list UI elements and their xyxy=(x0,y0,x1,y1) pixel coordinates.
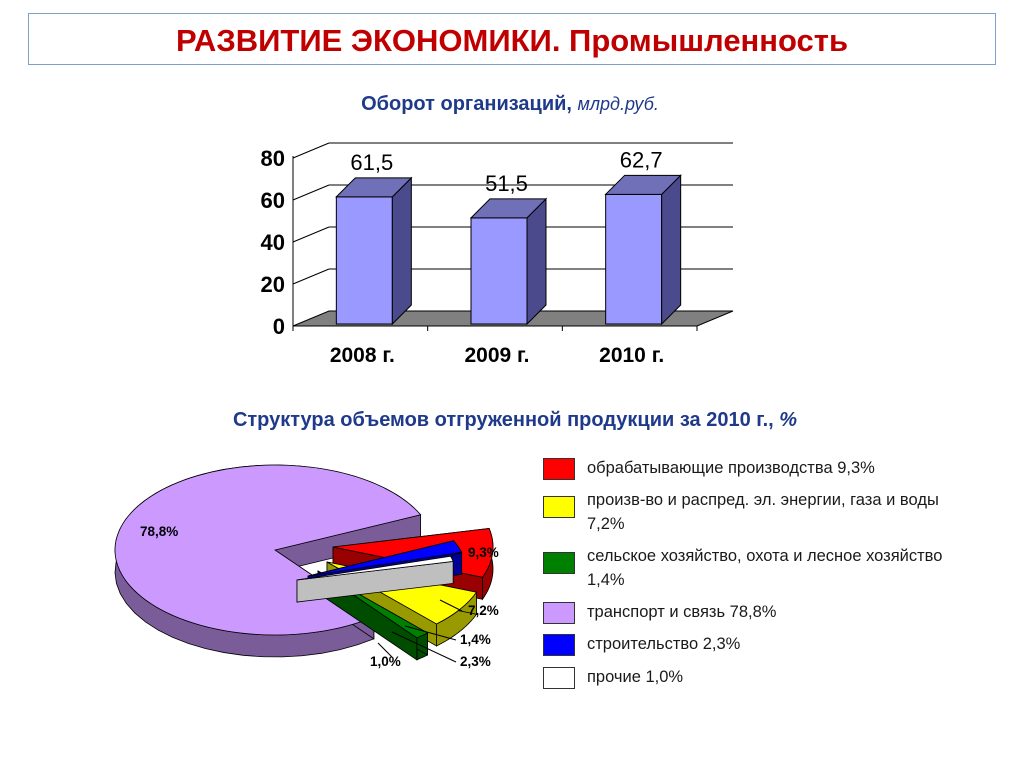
page-title: РАЗВИТИЕ ЭКОНОМИКИ. Промышленность xyxy=(175,23,849,58)
title-box: РАЗВИТИЕ ЭКОНОМИКИ. Промышленность xyxy=(28,13,996,65)
leader-line xyxy=(391,631,457,663)
data-label: 51,5 xyxy=(485,171,528,196)
slice-label: 1,4% xyxy=(460,632,491,647)
bar-chart-title: Оборот организаций, млрд.руб. xyxy=(240,93,780,116)
slice-label: 7,2% xyxy=(468,603,499,618)
legend-swatch-green xyxy=(543,552,575,574)
data-label: 62,7 xyxy=(620,147,663,172)
bar xyxy=(605,193,663,325)
gridline-diagonal xyxy=(292,226,330,243)
gridline-diagonal xyxy=(292,184,330,201)
bar-top xyxy=(469,198,548,219)
pie-slice-top xyxy=(114,464,422,636)
legend-label: транспорт и связь 78,8% xyxy=(587,603,777,621)
leader-line xyxy=(404,625,457,641)
legend-label: строительство 2,3% xyxy=(587,635,741,653)
pie-chart-title: Структура объемов отгруженной продукции … xyxy=(100,409,930,432)
leader-line xyxy=(451,551,463,557)
legend-swatch-violet xyxy=(543,602,575,624)
gridline-diagonal xyxy=(292,142,330,159)
legend-swatch-blue xyxy=(543,634,575,656)
x-tick-label: 2009 г. xyxy=(464,344,529,367)
y-tick-label: 40 xyxy=(261,230,285,255)
x-tick-label: 2008 г. xyxy=(330,344,395,367)
slice-label: 9,3% xyxy=(468,545,499,560)
legend-label: произв-во и распред. эл. энергии, газа и… xyxy=(587,491,939,533)
gridline-diagonal xyxy=(292,268,330,285)
y-tick-label: 80 xyxy=(261,146,285,171)
pie-chart-title-text: Структура объемов отгруженной продукции … xyxy=(232,409,774,431)
legend-swatch-white xyxy=(543,667,575,689)
y-tick-label: 20 xyxy=(261,272,285,297)
slice-label: 1,0% xyxy=(370,654,401,669)
bar-top xyxy=(604,174,682,195)
y-tick-label: 0 xyxy=(273,314,285,339)
leader-line xyxy=(377,642,393,658)
y-tick-label: 60 xyxy=(261,188,285,213)
bar xyxy=(470,217,528,325)
data-label: 61,5 xyxy=(350,150,393,175)
bar-chart: 0 20 40 60 80 61,5 2008 г. 51,5 2009 г. 62,7 2010 … xyxy=(261,142,734,367)
pie-chart-unit: % xyxy=(779,409,798,431)
legend-label: прочие 1,0% xyxy=(587,668,684,686)
legend-label: сельское хозяйство, охота и лесное хозяй… xyxy=(587,547,943,589)
slice-label: 2,3% xyxy=(460,654,491,669)
bar-top xyxy=(335,177,413,198)
leader-line xyxy=(439,599,463,612)
bar-chart-title-text: Оборот организаций, xyxy=(361,93,572,115)
legend-swatch-yellow xyxy=(543,496,575,518)
pie-slice xyxy=(296,555,454,603)
x-tick-label: 2010 г. xyxy=(599,344,664,367)
slice-label: 78,8% xyxy=(140,524,178,539)
legend-swatch-red xyxy=(543,458,575,480)
bar-chart-unit: млрд.руб. xyxy=(577,94,659,114)
pie-slice-top xyxy=(296,555,454,581)
legend-label: обрабатывающие производства 9,3% xyxy=(587,459,875,477)
